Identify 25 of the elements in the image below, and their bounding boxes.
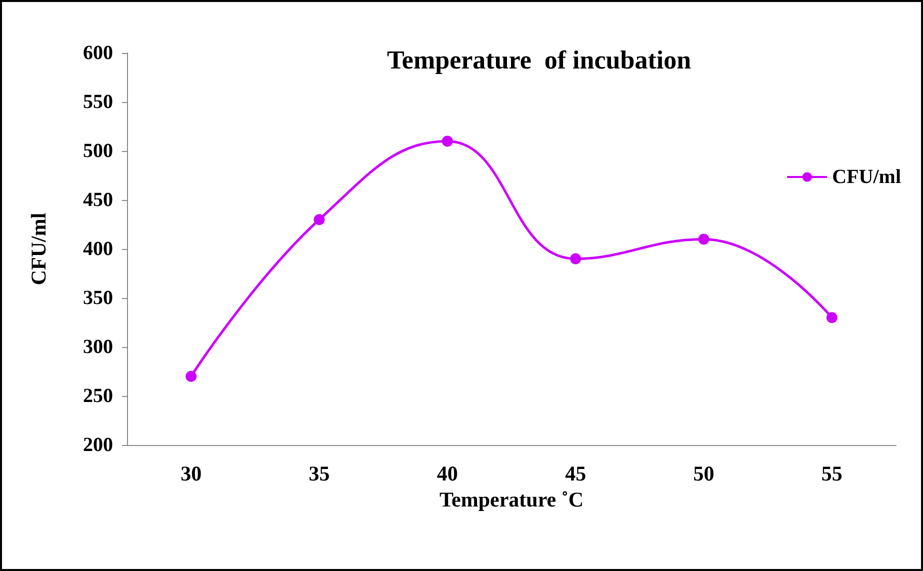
y-tick-label: 350	[83, 287, 113, 309]
point	[314, 214, 325, 226]
legend-label: CFU/ml	[832, 166, 902, 188]
y-tick-label: 600	[83, 42, 113, 64]
chart-title: Temperature of incubation	[386, 46, 692, 74]
y-tick-label: 500	[83, 140, 113, 162]
y-tick-label: 450	[83, 189, 113, 211]
y-tick-label: 300	[83, 336, 113, 358]
x-tick-label: 50	[693, 462, 714, 486]
point	[826, 312, 838, 324]
x-tick-label: 45	[565, 462, 586, 486]
y-tick-label: 550	[83, 91, 113, 113]
point	[570, 253, 582, 264]
y-tick-label: 250	[83, 385, 113, 407]
x-axis-title: Temperature ˚C	[439, 487, 584, 512]
point	[442, 136, 453, 147]
point	[186, 370, 197, 382]
x-tick-label: 35	[308, 462, 330, 486]
x-tick-label: 40	[436, 462, 458, 486]
x-tick-label: 30	[180, 462, 202, 486]
y-axis-title: CFU/ml	[26, 212, 50, 286]
y-tick-label: 400	[83, 238, 113, 260]
point	[698, 234, 710, 245]
y-tick-label: 200	[83, 434, 113, 456]
x-tick-label: 55	[821, 462, 842, 486]
